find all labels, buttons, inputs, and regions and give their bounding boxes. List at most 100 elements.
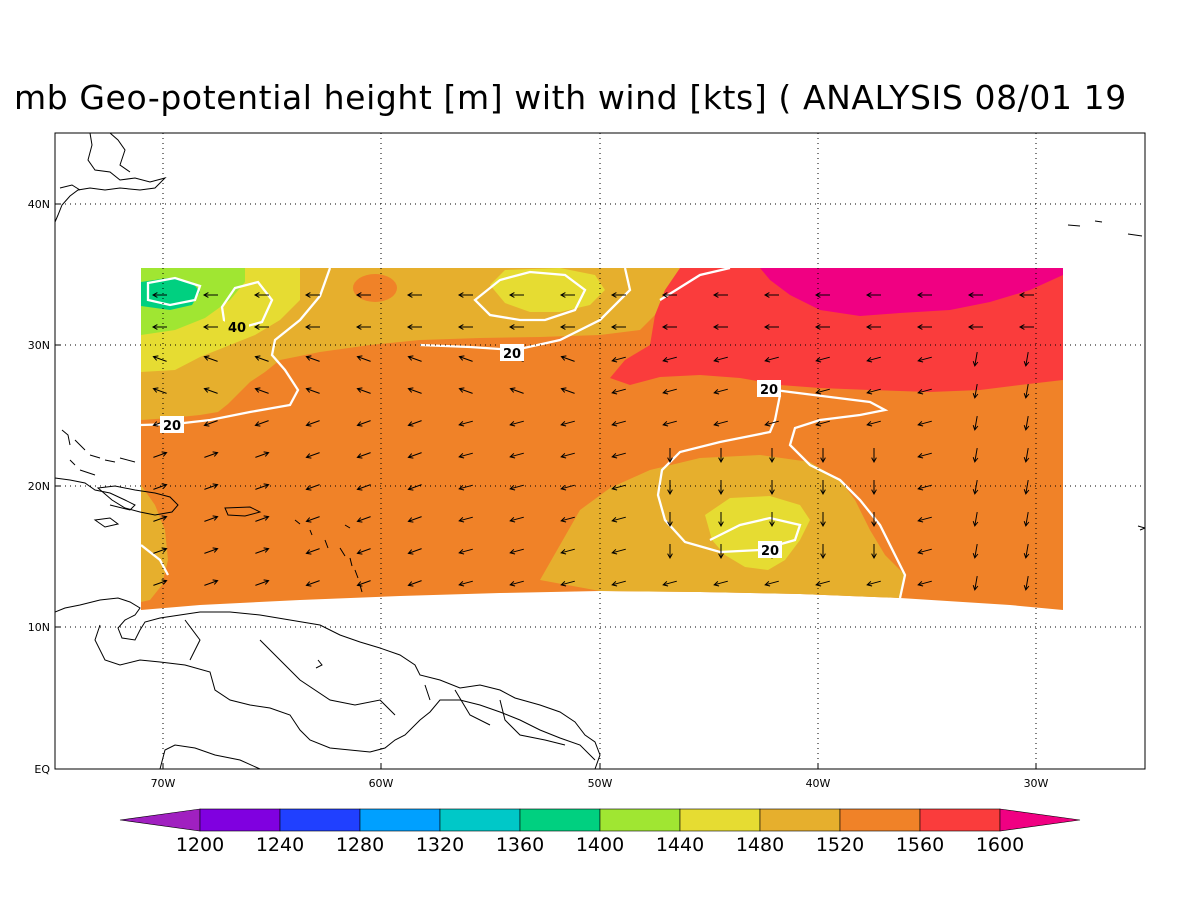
colorbar-label: 1440 [656, 834, 704, 856]
colorbar-label: 1400 [576, 834, 624, 856]
contour-label-20-center: 20 [760, 383, 778, 398]
wind-arrow [204, 515, 219, 522]
wind-arrow [559, 292, 575, 298]
wind-arrow [661, 324, 677, 330]
wind-arrow [458, 548, 473, 555]
wind-arrow [1023, 384, 1030, 399]
wind-arrow [407, 420, 422, 427]
wind-arrow [204, 451, 219, 458]
wind-arrow [509, 580, 524, 587]
wind-arrow [764, 580, 779, 587]
coast-puerto-rico [224, 506, 262, 517]
colorbar-label: 1200 [176, 834, 224, 856]
wind-arrow [560, 516, 575, 523]
wind-arrow [764, 420, 779, 427]
wind-arrow [815, 580, 830, 587]
wind-arrow [458, 355, 473, 362]
colorbar-label: 1360 [496, 834, 544, 856]
wind-arrow [356, 420, 371, 427]
wind-arrow [611, 388, 626, 395]
contour-label-20-north: 20 [503, 347, 521, 362]
wind-arrow [356, 548, 371, 555]
wind-arrow [667, 448, 673, 464]
lat-label-20n: 20N [28, 480, 50, 493]
colorbar-swatch [359, 808, 441, 832]
wind-arrow [611, 356, 626, 363]
colorbar-swatch [519, 808, 601, 832]
wind-arrow [611, 580, 626, 587]
colorbar-label: 1480 [736, 834, 784, 856]
field-1640 [760, 268, 1063, 316]
lat-label-40n: 40N [28, 198, 50, 211]
lat-label-10n: 10N [28, 621, 50, 634]
wind-arrow [820, 448, 826, 464]
wind-arrow [967, 292, 983, 298]
wind-arrow [871, 448, 877, 464]
wind-arrow [718, 480, 724, 496]
wind-arrow [916, 292, 932, 298]
wind-arrow [560, 548, 575, 555]
wind-arrow [1023, 416, 1030, 431]
field-1440-blob [353, 274, 397, 302]
wind-arrow [916, 324, 932, 330]
wind-arrow [917, 420, 932, 427]
wind-arrow [304, 292, 320, 298]
wind-arrow [560, 484, 575, 491]
isotach-contours [141, 268, 907, 599]
wind-arrow [610, 324, 626, 330]
tick-marks [55, 203, 1037, 770]
wind-arrow [1023, 576, 1030, 591]
contour-label-40: 40 [228, 321, 246, 336]
wind-arrow [255, 579, 270, 586]
wind-arrow [255, 515, 270, 522]
colorbar-swatch [199, 808, 281, 832]
wind-arrow [1023, 512, 1030, 527]
wind-arrow [356, 387, 371, 394]
wind-arrow [254, 387, 269, 394]
wind-arrow [457, 292, 473, 298]
wind-arrow [972, 480, 979, 495]
wind-arrow [253, 324, 269, 330]
wind-arrow [509, 420, 524, 427]
wind-arrow [305, 580, 320, 587]
wind-vectors [151, 292, 1034, 591]
wind-arrow [712, 292, 728, 298]
wind-arrow [356, 484, 371, 491]
contour-labels: 40 20 20 20 20 [160, 318, 782, 559]
wind-arrow [508, 292, 524, 298]
wind-arrow [305, 516, 320, 523]
wind-arrow [972, 416, 979, 431]
colorbar-swatch [839, 808, 921, 832]
isotach-40-core [146, 276, 202, 307]
wind-arrow [152, 387, 167, 394]
coast-long-island [59, 184, 81, 191]
wind-arrow [967, 324, 983, 330]
wind-arrow [718, 512, 724, 528]
colorbar-swatch [919, 808, 1001, 832]
wind-arrow [407, 452, 422, 459]
wind-arrow [713, 580, 728, 587]
colorbar: 1200 1240 1280 1320 1360 1400 1440 1480 1520 1560… [119, 808, 1081, 856]
colorbar-arrow-high [999, 808, 1081, 832]
wind-arrow [253, 292, 269, 298]
wind-arrow [917, 388, 932, 395]
wind-arrow [355, 324, 371, 330]
coast-us-northeast-2 [109, 133, 131, 173]
wind-arrow [917, 548, 932, 555]
wind-arrow [917, 356, 932, 363]
wind-arrow [972, 544, 979, 559]
wind-arrow [917, 580, 932, 587]
wind-arrow [458, 420, 473, 427]
wind-arrow [153, 483, 168, 490]
wind-arrow [356, 516, 371, 523]
wind-arrow [204, 579, 219, 586]
coast-lesser-antilles [294, 519, 363, 593]
wind-arrow [865, 324, 881, 330]
wind-arrow [153, 451, 168, 458]
wind-arrow [769, 448, 775, 464]
colorbar-swatch [279, 808, 361, 832]
lon-label-40w: 40W [806, 777, 831, 790]
wind-arrow [304, 324, 320, 330]
isotach-20-north [419, 268, 632, 352]
